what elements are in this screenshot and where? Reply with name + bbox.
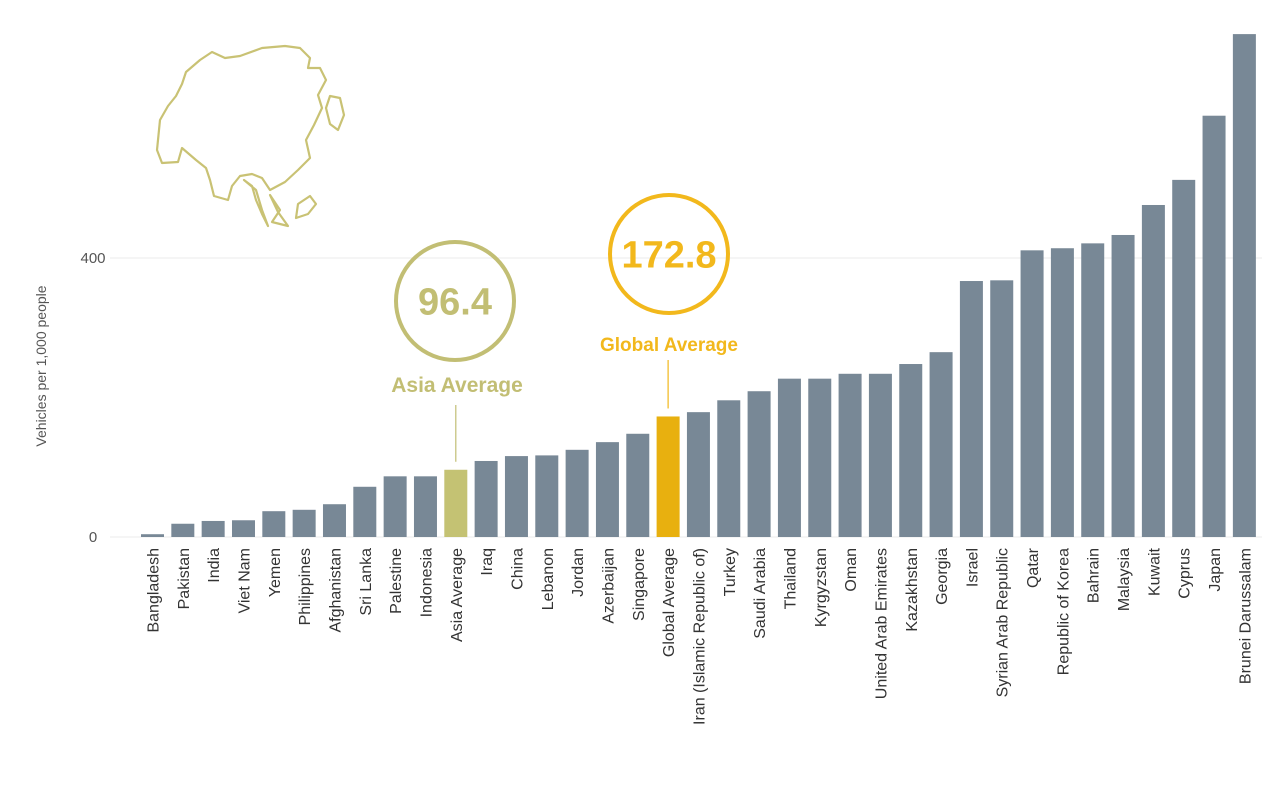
bar-qatar: [1020, 250, 1044, 537]
x-tick-label: China: [509, 548, 526, 590]
x-tick-label: Bahrain: [1086, 548, 1103, 603]
bar-japan: [1202, 115, 1226, 538]
x-tick-label: India: [206, 548, 223, 583]
x-tick-label: Georgia: [934, 548, 951, 605]
bar-kyrgyzstan: [808, 378, 832, 537]
bar-indonesia: [413, 476, 437, 537]
y-tick-label: 0: [89, 529, 97, 546]
average-label: Global Average: [600, 335, 738, 356]
x-tick-label: Yemen: [267, 548, 284, 597]
x-tick-label: Lebanon: [540, 548, 557, 610]
x-tick-label: Israel: [964, 548, 981, 587]
x-tick-label: Sri Lanka: [358, 548, 375, 616]
x-tick-label: Oman: [843, 548, 860, 592]
bar-yemen: [262, 511, 286, 537]
x-tick-label: Turkey: [722, 548, 739, 596]
x-tick-label: Azerbaijan: [600, 548, 617, 624]
y-axis-label: Vehicles per 1,000 people: [33, 285, 49, 446]
x-tick-label: Indonesia: [418, 548, 435, 617]
bar-global-average: [656, 416, 680, 537]
x-tick-label: Thailand: [782, 548, 799, 609]
average-circle: [608, 193, 730, 315]
bar-syrian-arab-republic: [990, 280, 1014, 537]
x-tick-label: Qatar: [1025, 547, 1042, 588]
bar-oman: [838, 373, 862, 537]
x-tick-label: Japan: [1207, 548, 1224, 592]
bar-kuwait: [1141, 204, 1165, 538]
bar-thailand: [777, 378, 801, 537]
x-tick-label: United Arab Emirates: [873, 548, 890, 699]
bar-saudi-arabia: [747, 391, 771, 537]
x-tick-label: Malaysia: [1116, 548, 1133, 611]
bar-india: [201, 520, 225, 537]
x-tick-label: Cyprus: [1177, 548, 1194, 599]
bar-malaysia: [1111, 234, 1135, 538]
x-tick-label: Saudi Arabia: [752, 548, 769, 639]
bar-united-arab-emirates: [868, 373, 892, 537]
x-tick-label: Pakistan: [176, 548, 193, 609]
y-tick-label: 400: [80, 250, 105, 267]
x-tick-label: Brunei Darussalam: [1237, 548, 1254, 684]
bar-cyprus: [1172, 179, 1196, 537]
bar-turkey: [717, 400, 741, 537]
x-tick-label: Iraq: [479, 548, 496, 576]
bar-georgia: [929, 352, 953, 537]
x-tick-label: Iran (Islamic Republic of): [691, 548, 708, 725]
bar-kazakhstan: [899, 364, 923, 537]
bar-pakistan: [171, 523, 195, 537]
bar-azerbaijan: [595, 442, 619, 537]
bar-singapore: [626, 433, 650, 537]
average-value: 172.8: [621, 235, 716, 277]
x-tick-label: Kazakhstan: [904, 548, 921, 632]
x-tick-label: Asia Average: [449, 548, 466, 642]
bar-jordan: [565, 449, 589, 537]
bar-iraq: [474, 460, 498, 537]
bar-afghanistan: [322, 504, 346, 537]
x-tick-label: Palestine: [388, 548, 405, 614]
x-tick-label: Kuwait: [1146, 547, 1163, 596]
bar-bahrain: [1081, 243, 1105, 538]
average-value: 96.4: [418, 282, 492, 324]
bar-lebanon: [535, 455, 559, 537]
x-tick-label: Viet Nam: [236, 548, 253, 614]
asia-map-outline-icon: [155, 44, 346, 228]
bar-sri-lanka: [353, 486, 377, 537]
x-tick-label: Bangladesh: [146, 548, 163, 633]
bar-philippines: [292, 509, 316, 537]
x-tick-label: Syrian Arab Republic: [995, 548, 1012, 697]
x-tick-label: Philippines: [297, 548, 314, 625]
average-label: Asia Average: [391, 374, 523, 397]
average-circle: [394, 240, 516, 362]
bar-iran-islamic-republic-of-: [686, 412, 710, 537]
bar-bangladesh: [141, 534, 164, 537]
x-tick-label: Kyrgyzstan: [813, 548, 830, 627]
bar-china: [504, 456, 528, 537]
bar-israel: [959, 281, 983, 537]
bar-palestine: [383, 476, 407, 537]
bar-viet-nam: [231, 520, 255, 537]
x-tick-label: Singapore: [631, 548, 648, 621]
x-tick-label: Afghanistan: [327, 548, 344, 633]
bar-brunei-darussalam: [1232, 34, 1256, 537]
x-tick-label: Global Average: [661, 548, 678, 657]
bar-republic-of-korea: [1050, 248, 1074, 538]
x-tick-label: Jordan: [570, 548, 587, 597]
bar-asia-average: [444, 469, 468, 537]
x-tick-label: Republic of Korea: [1055, 548, 1072, 675]
